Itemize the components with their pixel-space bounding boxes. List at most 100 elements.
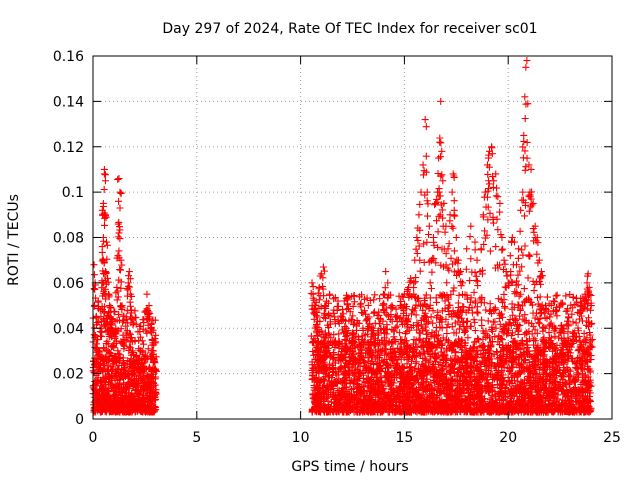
data-point [97, 407, 105, 415]
data-point [126, 372, 134, 380]
data-point [145, 396, 153, 404]
data-point [139, 340, 147, 348]
data-point [135, 336, 143, 344]
data-point [96, 367, 104, 375]
data-point [117, 401, 125, 409]
data-point [117, 369, 125, 377]
data-point [128, 375, 136, 383]
data-point [486, 300, 494, 308]
data-point [130, 403, 138, 411]
data-point [91, 378, 99, 386]
data-point [140, 319, 148, 327]
data-point [143, 406, 151, 414]
data-point [91, 286, 99, 294]
data-point [102, 346, 110, 354]
data-point [572, 319, 580, 327]
data-point [376, 295, 384, 303]
data-point [135, 345, 143, 353]
data-point [123, 307, 131, 315]
data-point [443, 324, 451, 332]
data-point [122, 396, 130, 404]
data-point [521, 311, 529, 319]
data-point [99, 400, 107, 408]
data-point [113, 377, 121, 385]
data-point [125, 404, 133, 412]
data-point [128, 338, 136, 346]
data-point [147, 404, 155, 412]
data-point [109, 403, 117, 411]
data-point [310, 365, 318, 373]
data-point [562, 292, 570, 300]
data-point [525, 359, 533, 367]
data-point [111, 397, 119, 405]
data-point [103, 406, 111, 414]
data-point [121, 371, 129, 379]
data-point [101, 374, 109, 382]
data-point [137, 322, 145, 330]
data-point [124, 400, 132, 408]
data-point [357, 299, 365, 307]
data-point [444, 338, 452, 346]
data-point [99, 386, 107, 394]
data-point [151, 316, 159, 324]
data-point [152, 331, 160, 339]
data-point [131, 371, 139, 379]
data-point [93, 403, 101, 411]
data-point [540, 323, 548, 331]
data-point [106, 380, 114, 388]
data-point [134, 389, 142, 397]
data-point [151, 403, 159, 411]
data-point [139, 400, 147, 408]
data-point [92, 362, 100, 370]
data-point [95, 399, 103, 407]
data-point [151, 388, 159, 396]
data-point [137, 404, 145, 412]
data-point [553, 291, 561, 299]
data-point [535, 319, 543, 327]
data-point [129, 379, 137, 387]
data-point [131, 307, 139, 315]
data-point [128, 393, 136, 401]
data-point [110, 384, 118, 392]
data-point [134, 397, 142, 405]
data-point [335, 330, 343, 338]
data-point [140, 382, 148, 390]
data-point [111, 308, 119, 316]
data-point [109, 357, 117, 365]
data-point [119, 318, 127, 326]
data-point [514, 330, 522, 338]
data-point [458, 336, 466, 344]
data-point [551, 332, 559, 340]
data-point [90, 381, 98, 389]
data-point [148, 389, 156, 397]
data-point [566, 372, 574, 380]
data-point [136, 333, 144, 341]
data-point [139, 386, 147, 394]
data-point [125, 343, 133, 351]
data-point [100, 360, 108, 368]
data-points [89, 57, 596, 416]
data-point [123, 407, 131, 415]
data-point [143, 373, 151, 381]
data-point [396, 329, 404, 337]
data-point [492, 324, 500, 332]
data-point [99, 385, 107, 393]
data-point [543, 293, 551, 301]
data-point [338, 306, 346, 314]
data-point [443, 329, 451, 337]
data-point [134, 328, 142, 336]
data-point [124, 383, 132, 391]
data-point [121, 392, 129, 400]
data-point [134, 375, 142, 383]
data-point [113, 406, 121, 414]
data-point [484, 317, 492, 325]
data-point [150, 379, 158, 387]
data-point [117, 392, 125, 400]
data-point [576, 337, 584, 345]
data-point [121, 361, 129, 369]
data-point [141, 379, 149, 387]
data-point [90, 271, 98, 279]
data-point [112, 405, 120, 413]
data-point [91, 386, 99, 394]
data-point [98, 377, 106, 385]
